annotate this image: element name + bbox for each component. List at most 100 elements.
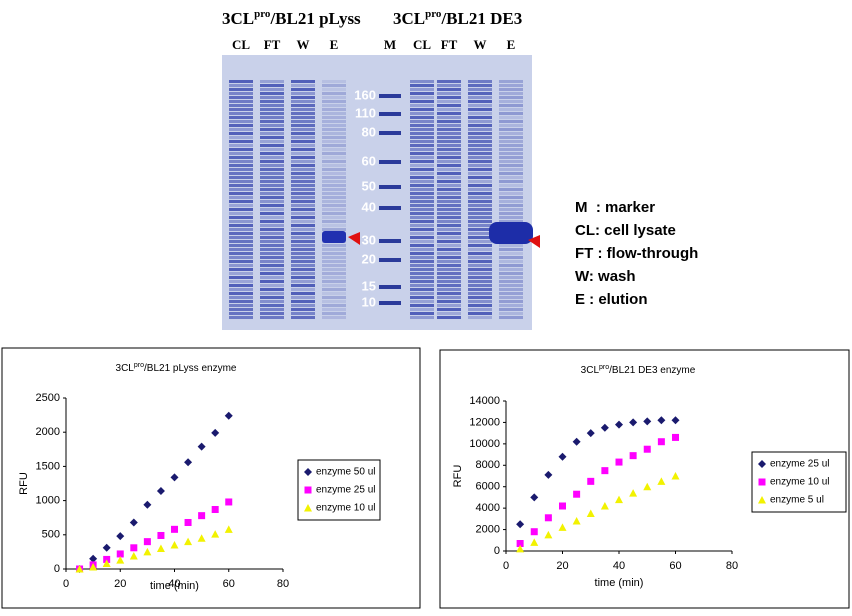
y-tick-label: 2000 (36, 426, 60, 438)
point (615, 495, 623, 504)
lane-band (229, 156, 253, 159)
lane-band (410, 200, 434, 203)
lane-band (437, 132, 461, 135)
lane-band (468, 160, 492, 163)
lane-band (229, 212, 253, 215)
lane-band (260, 168, 284, 171)
legend-label: enzyme 10 ul (316, 503, 375, 514)
lane-band (260, 304, 284, 307)
lane-band (229, 284, 253, 287)
lane-band (229, 308, 253, 311)
lane-band (229, 192, 253, 195)
lane-band (260, 92, 284, 95)
y-axis-label: RFU (18, 472, 30, 495)
lane-band (291, 268, 315, 271)
lane-band (437, 220, 461, 223)
lane-band (410, 140, 434, 143)
lane-band (410, 136, 434, 139)
lane-band (260, 88, 284, 91)
lane-band (468, 140, 492, 143)
lane-band (410, 240, 434, 243)
lane-band (499, 284, 523, 287)
lane-band (468, 240, 492, 243)
lane-band (499, 200, 523, 203)
point (629, 489, 638, 497)
lane-band (229, 176, 253, 179)
lane-band (322, 152, 346, 155)
lane-band (499, 204, 523, 207)
lane-band (322, 184, 346, 187)
lane-band (229, 204, 253, 207)
lane-band (437, 188, 461, 191)
lane-band (322, 160, 346, 163)
lane-band (499, 92, 523, 95)
lane-band (437, 288, 461, 291)
point (102, 543, 111, 552)
lane-band (410, 288, 434, 291)
lane-band (437, 248, 461, 251)
y-tick-label: 0 (494, 545, 500, 557)
lane-band (499, 96, 523, 99)
lane-band (291, 260, 315, 263)
lane-band (229, 84, 253, 87)
point (544, 530, 553, 539)
lane-band (322, 176, 346, 179)
mw-label: 60 (362, 153, 376, 168)
lane-band (468, 260, 492, 263)
gel-legend: W: wash (575, 268, 636, 285)
lane-band (468, 244, 492, 247)
lane-band (322, 144, 346, 147)
lane-band (437, 196, 461, 199)
lane-band (322, 192, 346, 195)
lane-band (229, 276, 253, 279)
lane-band (499, 104, 523, 107)
lane-label: CL (232, 37, 250, 52)
lane-band (291, 296, 315, 299)
point (211, 505, 219, 513)
lane-band (229, 220, 253, 223)
lane-band (229, 188, 253, 191)
lane-band (291, 312, 315, 315)
lane-band (499, 212, 523, 215)
lane-band (322, 116, 346, 119)
lane-band (437, 252, 461, 255)
lane-band (291, 292, 315, 295)
lane-band (229, 292, 253, 295)
point (601, 467, 609, 475)
lane-band (260, 84, 284, 87)
lane-band (229, 132, 253, 135)
lane-band (322, 228, 346, 231)
lane-band (260, 256, 284, 259)
mw-label: 15 (362, 278, 376, 293)
lane-band (260, 112, 284, 115)
point (130, 544, 138, 552)
title-part: 3CL (581, 365, 600, 376)
point (629, 452, 637, 460)
lane-band (322, 244, 346, 247)
point (143, 500, 152, 509)
point (184, 537, 193, 546)
lane-band (499, 196, 523, 199)
point (184, 518, 192, 526)
header-main: 3CL (222, 9, 254, 28)
lane-band (260, 292, 284, 295)
lane-band (260, 100, 284, 103)
lane-band (410, 160, 434, 163)
point (572, 517, 581, 525)
lane-band (291, 224, 315, 227)
lane-band (260, 312, 284, 315)
lane-band (499, 108, 523, 111)
point (615, 458, 623, 466)
lane-band (410, 300, 434, 303)
lane-band (291, 216, 315, 219)
lane-band (437, 240, 461, 243)
lane-band (499, 296, 523, 299)
lane-band (437, 260, 461, 263)
lane-band (322, 84, 346, 87)
lane-band (260, 240, 284, 243)
lane-band (322, 204, 346, 207)
point (103, 555, 111, 563)
lane-band (410, 244, 434, 247)
lane-band (468, 136, 492, 139)
lane-band (468, 184, 492, 187)
